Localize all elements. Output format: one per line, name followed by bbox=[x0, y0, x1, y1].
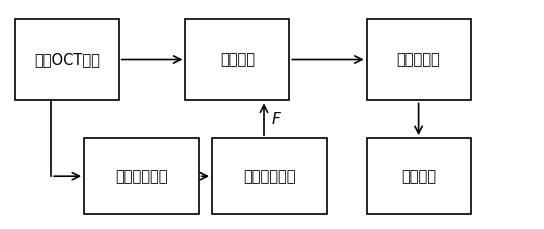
Bar bbox=[367, 138, 471, 214]
Text: 构造空间函数: 构造空间函数 bbox=[243, 169, 295, 184]
Bar bbox=[15, 19, 119, 101]
Bar bbox=[84, 138, 199, 214]
Text: 双边滤波: 双边滤波 bbox=[220, 52, 255, 67]
Text: 散斑信息提取: 散斑信息提取 bbox=[115, 169, 168, 184]
Text: F: F bbox=[272, 112, 281, 127]
Bar bbox=[212, 138, 326, 214]
Text: 原始OCT图像: 原始OCT图像 bbox=[34, 52, 100, 67]
Bar bbox=[186, 19, 289, 101]
Text: 自适应修正: 自适应修正 bbox=[397, 52, 441, 67]
Text: 输出图像: 输出图像 bbox=[401, 169, 436, 184]
Bar bbox=[367, 19, 471, 101]
